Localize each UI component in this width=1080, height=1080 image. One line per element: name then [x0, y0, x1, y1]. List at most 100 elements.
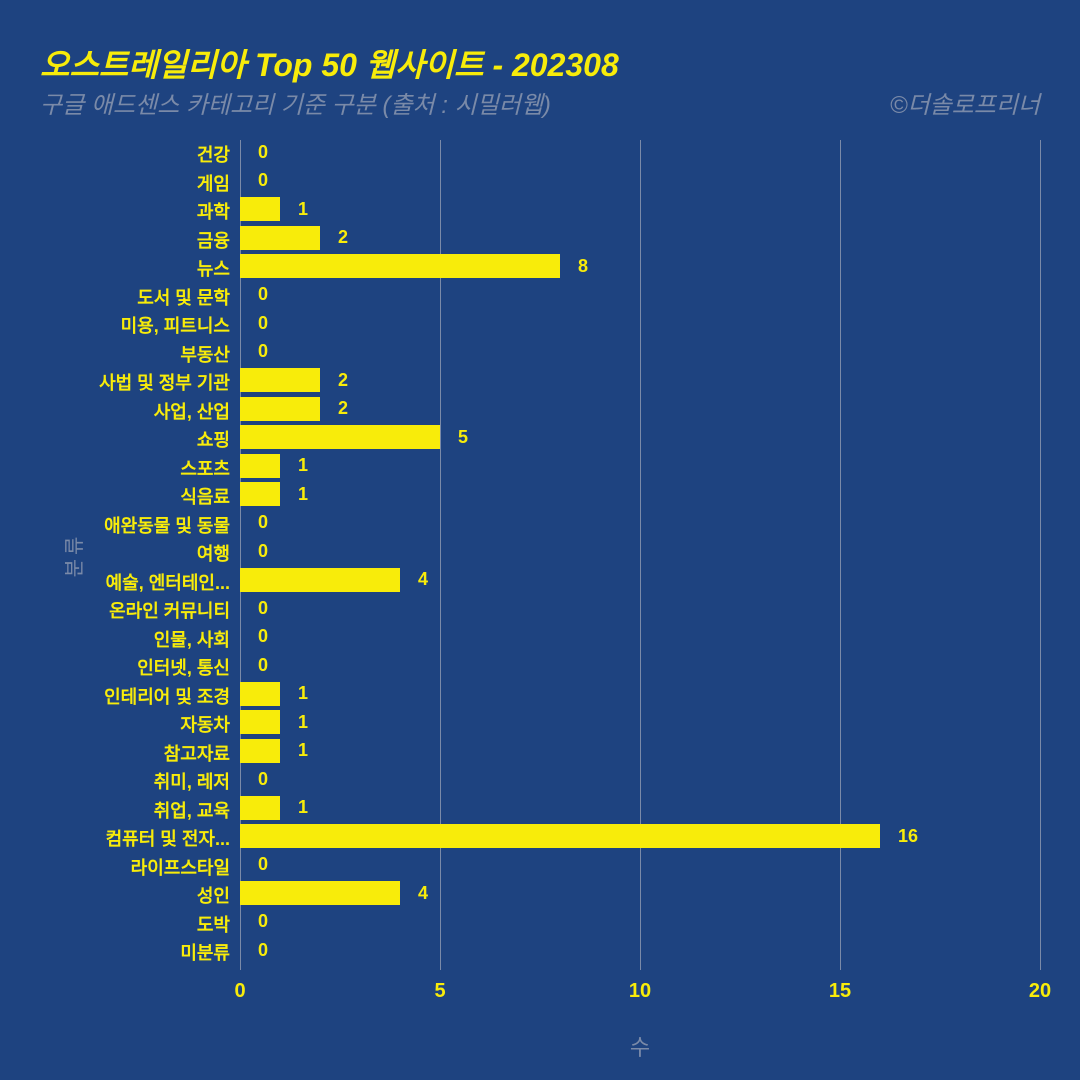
category-label: 쇼핑	[197, 426, 230, 452]
bar	[240, 682, 280, 706]
bar-value-label: 1	[298, 683, 308, 704]
x-tick-label: 20	[1029, 980, 1051, 1003]
bar	[240, 796, 280, 820]
bar	[240, 197, 280, 221]
y-axis-label: 분류	[58, 533, 87, 578]
category-label: 인터넷, 통신	[137, 654, 230, 680]
x-tick-label: 5	[434, 980, 445, 1003]
category-label: 게임	[197, 170, 230, 196]
bar-row: 0	[240, 140, 268, 164]
bar	[240, 226, 320, 250]
category-label: 애완동물 및 동물	[104, 512, 230, 538]
bar-row: 0	[240, 596, 268, 620]
bar-row: 1	[240, 197, 308, 221]
category-label: 라이프스타일	[131, 854, 230, 880]
bar-row: 0	[240, 625, 268, 649]
category-label: 식음료	[180, 483, 230, 509]
bar-value-label: 2	[338, 227, 348, 248]
bar-value-label: 0	[258, 769, 268, 790]
bar-value-label: 8	[578, 256, 588, 277]
bar-row: 0	[240, 653, 268, 677]
bar-value-label: 0	[258, 626, 268, 647]
category-label: 금융	[197, 227, 230, 253]
category-label: 과학	[197, 198, 230, 224]
bar-value-label: 1	[298, 484, 308, 505]
x-tick-label: 10	[629, 980, 651, 1003]
bar	[240, 397, 320, 421]
bar-row: 0	[240, 539, 268, 563]
bar-row: 4	[240, 881, 428, 905]
bar-value-label: 0	[258, 598, 268, 619]
bar-row: 0	[240, 767, 268, 791]
bar-value-label: 1	[298, 797, 308, 818]
bar-value-label: 2	[338, 370, 348, 391]
category-label: 참고자료	[164, 740, 230, 766]
bar-value-label: 0	[258, 940, 268, 961]
bar-value-label: 0	[258, 655, 268, 676]
category-label: 취미, 레저	[154, 768, 230, 794]
category-label: 뉴스	[197, 255, 230, 281]
chart-plot-area: 001280002251100400011101160400	[240, 140, 1040, 970]
bar-row: 2	[240, 226, 348, 250]
bar-value-label: 0	[258, 541, 268, 562]
bar-value-label: 4	[418, 883, 428, 904]
category-label: 사법 및 정부 기관	[99, 369, 230, 395]
bar	[240, 824, 880, 848]
category-label: 건강	[197, 141, 230, 167]
bar	[240, 254, 560, 278]
bar-row: 0	[240, 853, 268, 877]
bar-value-label: 1	[298, 712, 308, 733]
x-tick-label: 15	[829, 980, 851, 1003]
copyright-text: ©더솔로프리너	[890, 85, 1040, 120]
bar-row: 0	[240, 511, 268, 535]
bar-row: 1	[240, 482, 308, 506]
category-label: 도박	[197, 911, 230, 937]
bar-value-label: 5	[458, 427, 468, 448]
bar-value-label: 4	[418, 569, 428, 590]
bar-row: 16	[240, 824, 918, 848]
bar-value-label: 0	[258, 313, 268, 334]
bar-row: 1	[240, 710, 308, 734]
bar-row: 1	[240, 739, 308, 763]
bar-value-label: 0	[258, 512, 268, 533]
bar-value-label: 1	[298, 740, 308, 761]
category-label: 자동차	[180, 711, 230, 737]
bar-value-label: 1	[298, 455, 308, 476]
chart-subtitle: 구글 애드센스 카테고리 기준 구분 (출처 : 시밀러웹)	[40, 85, 551, 120]
bar-value-label: 2	[338, 398, 348, 419]
bar	[240, 482, 280, 506]
bar-row: 2	[240, 368, 348, 392]
chart-title: 오스트레일리아 Top 50 웹사이트 - 202308	[40, 40, 619, 86]
bar-row: 4	[240, 568, 428, 592]
bar-row: 5	[240, 425, 468, 449]
bar	[240, 454, 280, 478]
category-label: 도서 및 문학	[137, 284, 230, 310]
bar-value-label: 0	[258, 170, 268, 191]
bar-value-label: 0	[258, 854, 268, 875]
category-label: 인테리어 및 조경	[104, 683, 230, 709]
category-label: 온라인 커뮤니티	[109, 597, 230, 623]
bar-value-label: 0	[258, 911, 268, 932]
x-axis-label: 수	[240, 1030, 1040, 1062]
bar-value-label: 1	[298, 199, 308, 220]
bar-value-label: 0	[258, 142, 268, 163]
bar-value-label: 0	[258, 341, 268, 362]
category-label: 여행	[197, 540, 230, 566]
category-label: 스포츠	[180, 455, 230, 481]
bar	[240, 739, 280, 763]
gridline	[1040, 140, 1041, 970]
bar-row: 1	[240, 796, 308, 820]
category-label: 미분류	[180, 939, 230, 965]
bar	[240, 881, 400, 905]
bar-row: 0	[240, 938, 268, 962]
category-label: 성인	[197, 882, 230, 908]
bar-row: 8	[240, 254, 588, 278]
bar-row: 1	[240, 682, 308, 706]
bar-value-label: 16	[898, 826, 918, 847]
bar-row: 1	[240, 454, 308, 478]
category-label: 사업, 산업	[154, 398, 230, 424]
bar	[240, 710, 280, 734]
category-label: 미용, 피트니스	[121, 312, 230, 338]
bar	[240, 425, 440, 449]
bar-row: 2	[240, 397, 348, 421]
